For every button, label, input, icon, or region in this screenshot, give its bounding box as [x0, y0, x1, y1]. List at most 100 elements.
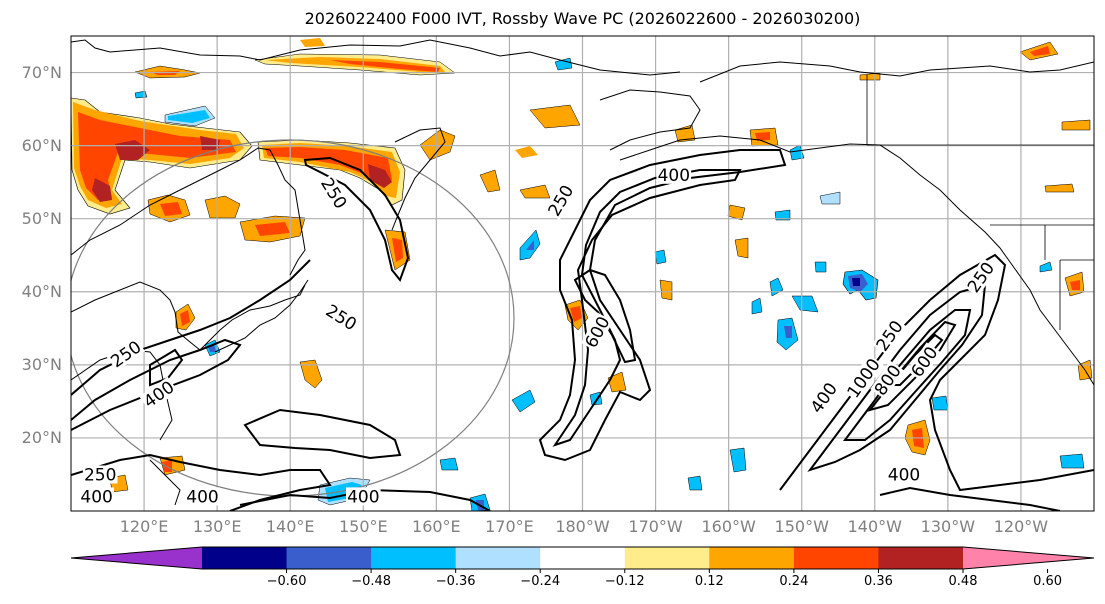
contour-label-background [886, 465, 922, 484]
longitude-tick-label: 170°E [485, 517, 534, 536]
anomaly-positive [162, 460, 172, 472]
ivt-contour-label: 250 [84, 466, 116, 486]
anomaly-positive [515, 146, 538, 158]
coastline-arctic-russia [71, 39, 681, 76]
ivt-contour-600-central [573, 268, 637, 364]
ivt-contour-400-central [552, 169, 742, 447]
latitude-tick-label: 40°N [21, 281, 62, 301]
ivt-contour-250-central [538, 149, 787, 462]
ivt-contour-label-group: 250 [82, 465, 118, 486]
anomaly-negative [751, 297, 763, 315]
anomaly-positive [300, 38, 325, 47]
border-states [1044, 225, 1094, 330]
rossby-pc-shading [71, 38, 1093, 511]
ivt-contour-label-group: 400 [656, 165, 692, 186]
anomaly-positive [1061, 119, 1091, 131]
ivt-contour-label: 400 [80, 487, 112, 507]
anomaly-negative [526, 240, 534, 250]
colorbar-segment [878, 547, 964, 569]
contour-label-background [346, 487, 381, 506]
anomaly-negative [1039, 261, 1053, 273]
contour-label-background [906, 342, 942, 382]
contour-label-background [321, 300, 361, 335]
anomaly-positive [734, 237, 749, 259]
longitude-tick-label: 140°E [265, 517, 315, 536]
anomaly-negative [819, 191, 841, 205]
colorbar-tick-label: 0.60 [1033, 574, 1063, 589]
anomaly-negative [789, 144, 805, 161]
colorbar-segment [371, 547, 457, 569]
anomaly-negative [168, 110, 210, 123]
contour-label-background [79, 487, 114, 506]
ivt-contour-label: 400 [658, 166, 690, 186]
colorbar-tick-label: −0.36 [435, 574, 476, 589]
anomaly-negative [784, 326, 792, 338]
colorbar-tick-label: −0.60 [266, 574, 307, 589]
anomaly-positive-siberia-inner [78, 112, 236, 200]
colorbar-segment [709, 547, 795, 569]
contour-label-background [872, 316, 907, 355]
longitude-tick-label: 160°W [701, 517, 756, 536]
longitude-tick-label: 150°W [774, 517, 829, 536]
colorbar-tick-label: −0.24 [520, 574, 561, 589]
contour-label-background [139, 376, 179, 412]
latitude-tick-label: 70°N [21, 62, 62, 82]
political-borders [866, 75, 1094, 330]
ivt-contour-250-kamchatka [303, 156, 410, 283]
ivt-contour-400-loop [149, 348, 184, 387]
colorbar-tick-label: −0.48 [351, 574, 392, 589]
contour-label-background [317, 173, 351, 213]
latitude-tick-label: 60°N [21, 135, 62, 155]
longitude-tick-label: 120°W [993, 517, 1049, 536]
anomaly-positive [255, 222, 290, 236]
anomaly-negative [439, 457, 459, 471]
coastline-east-china [71, 349, 173, 441]
anomaly-negative [729, 447, 747, 473]
anomaly-positive [519, 184, 551, 199]
colorbar-tick-label: 0.48 [948, 574, 978, 589]
anomaly-positive [529, 104, 581, 129]
longitude-tick-label: 130°E [192, 517, 242, 536]
anomaly-negative [554, 57, 573, 71]
longitude-tick-label: 140°W [847, 517, 902, 536]
graticule [71, 36, 1094, 511]
anomaly-positive [570, 306, 582, 322]
coastline-okhotsk [71, 147, 306, 276]
colorbar-segment [286, 547, 372, 569]
anomaly-positive [1030, 46, 1050, 56]
contour-label-background [185, 487, 220, 506]
coastline-china-korea [71, 281, 306, 351]
anomaly-positive-okhotsk-inner [265, 147, 392, 188]
colorbar-segment [455, 547, 541, 569]
colorbar [70, 546, 1095, 573]
colorbar-tick-label: 0.12 [694, 574, 724, 589]
anomaly-positive [180, 310, 190, 326]
anomaly-positive [659, 279, 673, 301]
latitude-tick-label: 30°N [21, 354, 62, 374]
ivt-contour-250-tropics-b [243, 408, 402, 460]
longitude-tick-label: 180°W [555, 517, 610, 536]
anomaly-negative [791, 295, 819, 313]
ivt-contour-400-ne-bottom [879, 486, 1061, 511]
coastline-japan [214, 279, 309, 353]
anomaly-positive-siberia-core [92, 136, 220, 202]
anomaly-negative [774, 209, 791, 221]
longitude-tick-label: 120°E [119, 517, 169, 536]
contour-label-background [806, 378, 841, 418]
contour-label-background [656, 165, 692, 184]
ivt-contour-250-tropics [71, 453, 332, 511]
anomaly-positive [479, 169, 501, 193]
anomaly-positive [1070, 280, 1080, 290]
anomaly-positive [1044, 183, 1075, 193]
anomaly-negative [511, 389, 536, 413]
anomaly-positive [755, 132, 770, 141]
anomaly-negative [931, 395, 949, 411]
contour-label-background [82, 465, 118, 484]
ivt-contour-label: 400 [186, 487, 218, 507]
colorbar-tick-label: −0.12 [604, 574, 645, 589]
coastlines [71, 39, 1094, 506]
map-frame [70, 35, 1095, 512]
contour-label-background [544, 180, 578, 220]
anomaly-positive-okhotsk-core [368, 164, 392, 188]
